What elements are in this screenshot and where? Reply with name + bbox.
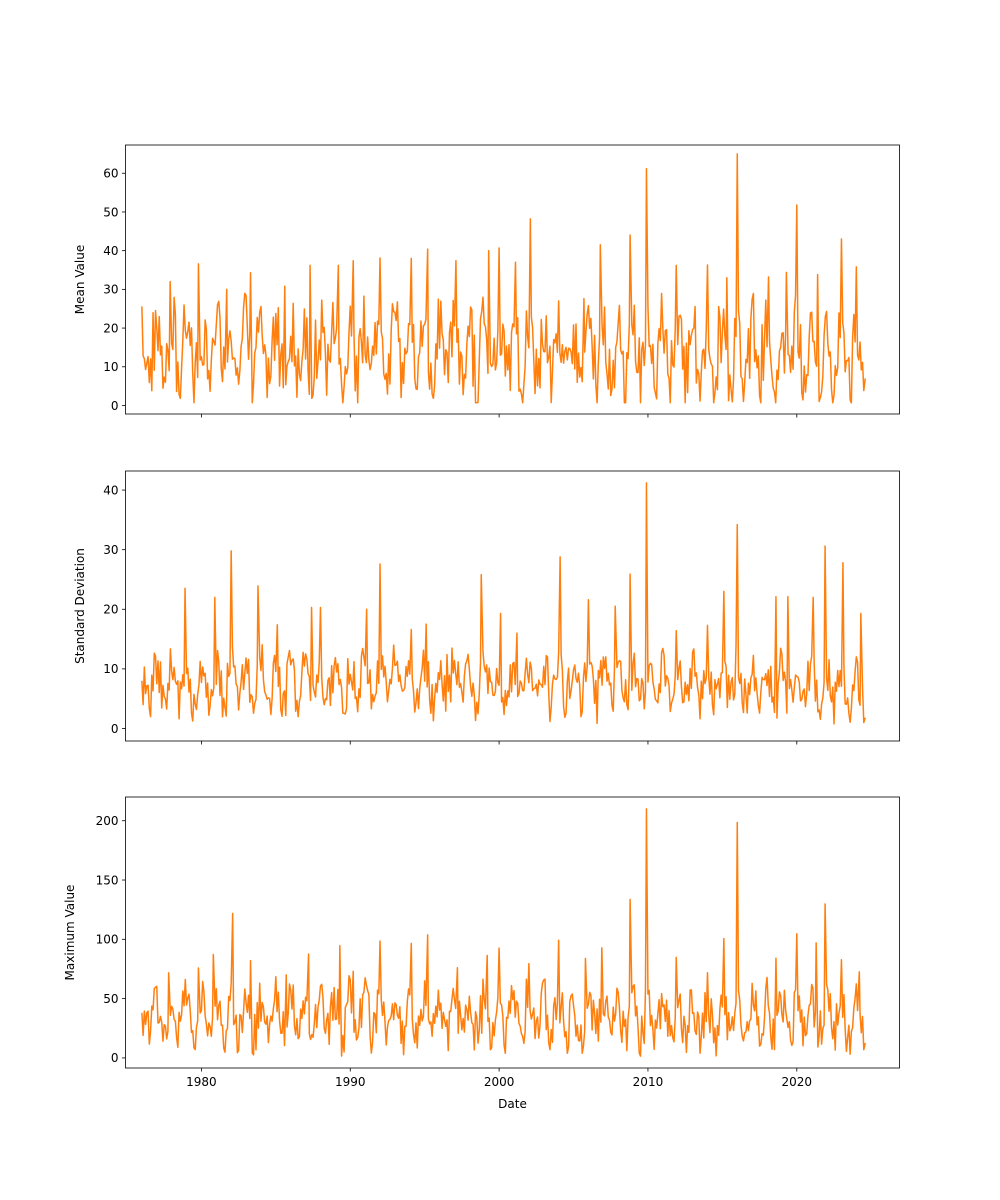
x-tick-label: 2020 [782, 1075, 813, 1089]
y-tick-label: 20 [103, 321, 118, 335]
y-tick-label: 60 [103, 167, 118, 181]
axes-frame [125, 470, 900, 742]
y-axis-label: Standard Deviation [73, 548, 87, 664]
x-tick-label: 1980 [186, 1075, 217, 1089]
x-axis-label: Date [498, 1097, 527, 1111]
axes-frame [125, 796, 900, 1069]
subplot-3: 0 50 100 150 200 1980 1990 2000 2010 2020 Maximum … [63, 796, 900, 1111]
series-line [141, 808, 867, 1057]
y-tick-label: 30 [103, 283, 118, 297]
y-tick-label: 0 [111, 722, 119, 736]
x-tick-label: 2000 [484, 1075, 515, 1089]
y-tick-label: 20 [103, 603, 118, 617]
y-tick-label: 100 [96, 933, 119, 947]
y-tick-label: 40 [103, 483, 118, 497]
y-axis-label: Mean Value [73, 245, 87, 314]
y-tick-label: 40 [103, 244, 118, 258]
subplot-1: 0 10 20 30 40 50 60 Mean Value [73, 144, 900, 418]
y-axis-label: Maximum Value [63, 885, 77, 981]
y-tick-label: 150 [96, 873, 119, 887]
y-tick-label: 0 [111, 1051, 119, 1065]
subplot-2: 0 10 20 30 40 Standard Deviation [73, 470, 900, 745]
axes-frame [125, 144, 900, 415]
x-tick-label: 1990 [335, 1075, 366, 1089]
y-tick-label: 10 [103, 662, 118, 676]
y-tick-label: 50 [103, 205, 118, 219]
y-tick-label: 0 [111, 399, 119, 413]
x-tick-label: 2010 [633, 1075, 664, 1089]
y-tick-label: 200 [96, 814, 119, 828]
y-tick-label: 50 [103, 992, 118, 1006]
y-tick-label: 30 [103, 543, 118, 557]
y-tick-label: 10 [103, 360, 118, 374]
series-line [141, 482, 866, 725]
series-line [141, 153, 867, 404]
